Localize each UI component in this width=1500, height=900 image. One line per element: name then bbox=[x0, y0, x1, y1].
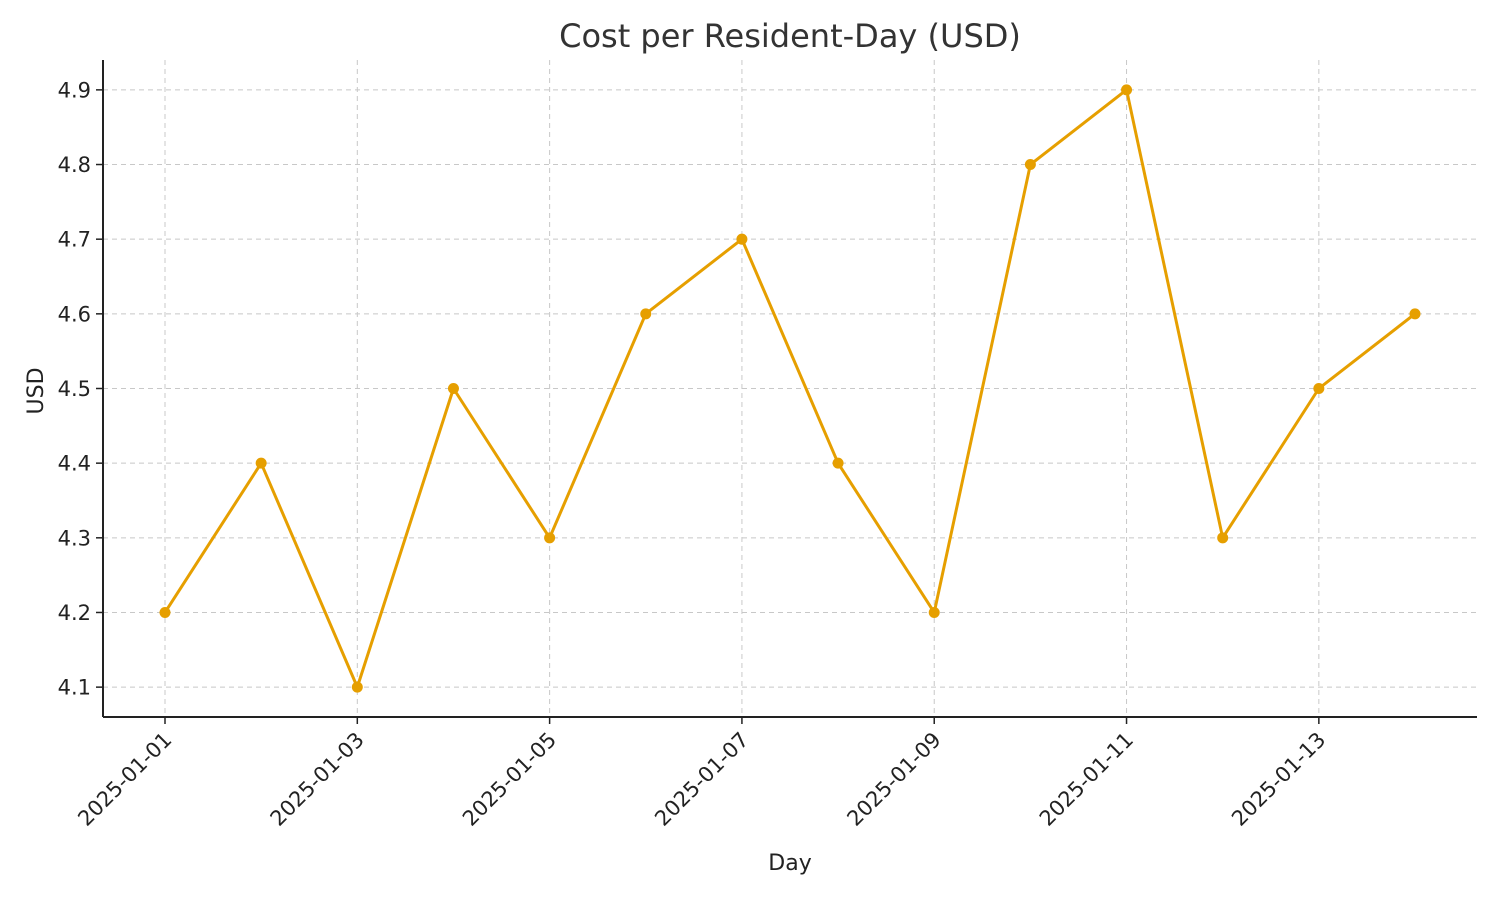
data-point bbox=[1024, 159, 1036, 171]
y-tick-label: 4.7 bbox=[58, 228, 91, 252]
y-tick-label: 4.3 bbox=[58, 526, 91, 550]
y-axis-label: USD bbox=[24, 367, 49, 414]
y-tick-label: 4.2 bbox=[58, 601, 91, 625]
data-point bbox=[159, 606, 171, 618]
data-point bbox=[832, 457, 844, 469]
y-tick-label: 4.6 bbox=[58, 302, 91, 326]
x-tick-label: 2025-01-05 bbox=[458, 728, 561, 831]
data-point bbox=[640, 308, 652, 320]
data-point bbox=[1217, 532, 1229, 544]
x-tick-label: 2025-01-07 bbox=[650, 728, 753, 831]
series-line bbox=[163, 88, 1416, 689]
y-tick-label: 4.8 bbox=[58, 153, 91, 177]
data-point bbox=[447, 383, 459, 394]
y-tick-label: 4.4 bbox=[58, 452, 91, 476]
x-tick-label: 2025-01-13 bbox=[1227, 728, 1330, 831]
x-tick-label: 2025-01-09 bbox=[842, 728, 945, 831]
data-point bbox=[1313, 383, 1325, 394]
x-axis-label: Day bbox=[768, 851, 811, 876]
data-point bbox=[544, 532, 556, 544]
data-point bbox=[1409, 308, 1421, 320]
x-tick-label: 2025-01-01 bbox=[73, 728, 176, 831]
series-layer bbox=[159, 84, 1421, 693]
y-tick-label: 4.9 bbox=[58, 78, 91, 102]
axes-layer: 4.1 4.2 4.3 4.4 4.5 4.6 4.7 4.8 4.9 2025-01-01 202… bbox=[58, 60, 1477, 831]
data-point bbox=[1121, 84, 1133, 96]
y-tick-label: 4.1 bbox=[58, 676, 91, 700]
data-point bbox=[351, 681, 363, 693]
x-tick-label: 2025-01-03 bbox=[266, 728, 369, 831]
x-tick-label: 2025-01-11 bbox=[1035, 728, 1138, 831]
data-point bbox=[928, 606, 940, 618]
chart-title: Cost per Resident-Day (USD) bbox=[559, 17, 1021, 55]
y-tick-label: 4.5 bbox=[58, 377, 91, 401]
data-point bbox=[255, 457, 267, 469]
grid-layer bbox=[103, 60, 1477, 717]
data-point bbox=[736, 233, 748, 245]
